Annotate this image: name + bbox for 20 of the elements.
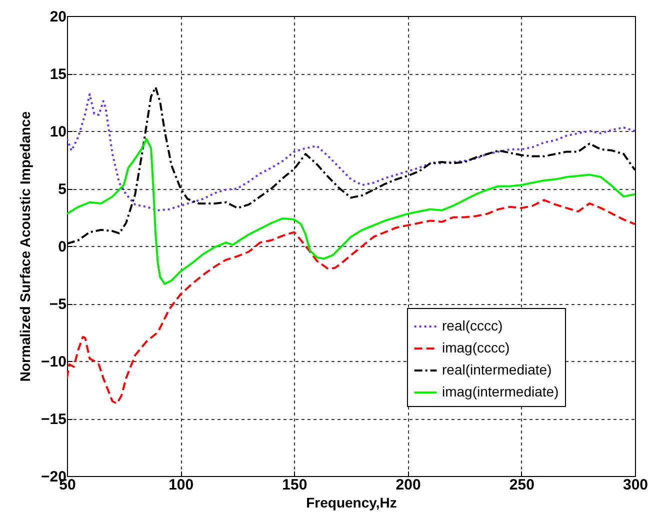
y-tick-label: 0 (58, 238, 66, 256)
y-tick-label: 10 (50, 124, 66, 140)
x-tick-label: 100 (168, 476, 194, 494)
legend-label: real(cccc) (442, 318, 503, 334)
legend-label: imag(cccc) (442, 340, 510, 356)
x-axis-title: Frequency,Hz (306, 494, 397, 510)
y-tick-label: 20 (50, 8, 66, 26)
line-series (67, 93, 635, 212)
y-tick-label: −10 (41, 354, 66, 370)
x-tick-label: 250 (509, 476, 534, 494)
y-axis-title: Normalized Surface Acoustic Impedance (17, 111, 34, 382)
y-tick-label: 5 (58, 181, 66, 198)
x-tick-label: 200 (396, 476, 421, 494)
y-tick-label: −15 (41, 411, 66, 428)
y-tick-label: −5 (49, 296, 66, 313)
x-tick-label: 300 (622, 476, 648, 494)
legend-label: imag(intermediate) (442, 384, 559, 400)
y-tick-label: 15 (50, 66, 66, 83)
x-tick-label: 150 (282, 476, 308, 494)
legend-label: real(intermediate) (442, 362, 552, 378)
